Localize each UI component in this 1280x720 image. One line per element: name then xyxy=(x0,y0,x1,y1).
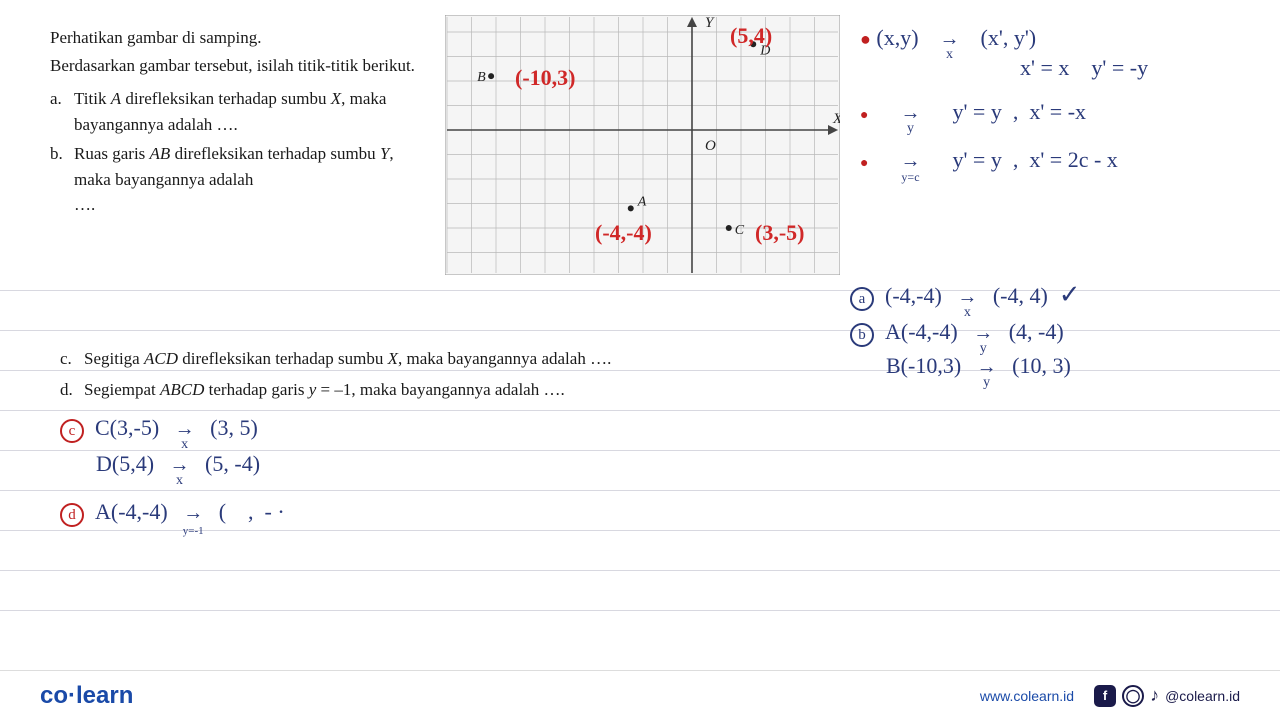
hw-rule-y: ● →y y' = y , x' = -x xyxy=(860,99,1148,125)
logo: co·learn xyxy=(40,682,133,710)
tiktok-icon[interactable]: ♪ xyxy=(1150,685,1159,706)
intro-line-1: Perhatikan gambar di samping. xyxy=(50,25,430,51)
problem-item-b: b. Ruas garis AB direfleksikan terhadap … xyxy=(50,141,430,218)
website-link[interactable]: www.colearn.id xyxy=(980,688,1074,704)
grid-svg: YXOBDAC(-10,3)(5,4)(-4,-4)(3,-5) xyxy=(445,15,840,275)
problem-list-cd: c. Segitiga ACD direfleksikan terhadap s… xyxy=(60,345,840,407)
svg-text:(5,4): (5,4) xyxy=(730,23,772,48)
social-handle: @colearn.id xyxy=(1165,688,1240,704)
social-links: f ◯ ♪ @colearn.id xyxy=(1094,685,1240,707)
hw-answer-c: c C(3,-5) →x (3, 5) xyxy=(60,415,285,443)
handwriting-answers-cd: c C(3,-5) →x (3, 5) D(5,4) →x (5, -4) d … xyxy=(60,415,285,527)
intro-line-2: Berdasarkan gambar tersebut, isilah titi… xyxy=(50,53,430,79)
hw-answer-a: a (-4,-4) →x (-4, 4) ✓ xyxy=(850,280,1081,311)
svg-text:(-4,-4): (-4,-4) xyxy=(595,220,652,245)
problem-text-block: Perhatikan gambar di samping. Berdasarka… xyxy=(50,25,430,222)
hw-rule-yc: ● →y=c y' = y , x' = 2c - x xyxy=(860,147,1148,173)
problem-item-c: c. Segitiga ACD direfleksikan terhadap s… xyxy=(60,345,840,374)
footer: co·learn www.colearn.id f ◯ ♪ @colearn.i… xyxy=(0,670,1280,720)
handwriting-rules: ● (x,y) →x (x', y') x' = x y' = -y ● →y … xyxy=(860,25,1148,173)
footer-right: www.colearn.id f ◯ ♪ @colearn.id xyxy=(980,685,1240,707)
problem-item-d: d. Segiempat ABCD terhadap garis y = –1,… xyxy=(60,376,840,405)
svg-text:O: O xyxy=(705,138,716,154)
svg-text:A: A xyxy=(637,194,647,209)
facebook-icon[interactable]: f xyxy=(1094,685,1116,707)
hw-answer-b: b A(-4,-4) →y (4, -4) xyxy=(850,319,1081,347)
svg-text:(3,-5): (3,-5) xyxy=(755,220,804,245)
svg-text:C: C xyxy=(735,223,745,238)
handwriting-answers-ab: a (-4,-4) →x (-4, 4) ✓ b A(-4,-4) →y (4,… xyxy=(850,280,1081,379)
svg-text:B: B xyxy=(477,70,486,85)
hw-answer-b2: B(-10,3) →y (10, 3) xyxy=(886,353,1081,379)
hw-rule-x: x' = x y' = -y xyxy=(1020,55,1148,81)
svg-text:X: X xyxy=(832,111,840,127)
svg-text:(-10,3): (-10,3) xyxy=(515,65,575,90)
instagram-icon[interactable]: ◯ xyxy=(1122,685,1144,707)
problem-list: a. Titik A direfleksikan terhadap sumbu … xyxy=(50,86,430,218)
problem-item-a: a. Titik A direfleksikan terhadap sumbu … xyxy=(50,86,430,137)
hw-answer-d: d A(-4,-4) →y=-1 ( , - · xyxy=(60,499,285,527)
coordinate-grid: YXOBDAC(-10,3)(5,4)(-4,-4)(3,-5) xyxy=(445,15,840,275)
hw-rule-header: ● (x,y) →x (x', y') xyxy=(860,25,1148,51)
content-area: Perhatikan gambar di samping. Berdasarka… xyxy=(30,10,1250,660)
hw-answer-c2: D(5,4) →x (5, -4) xyxy=(96,451,285,477)
